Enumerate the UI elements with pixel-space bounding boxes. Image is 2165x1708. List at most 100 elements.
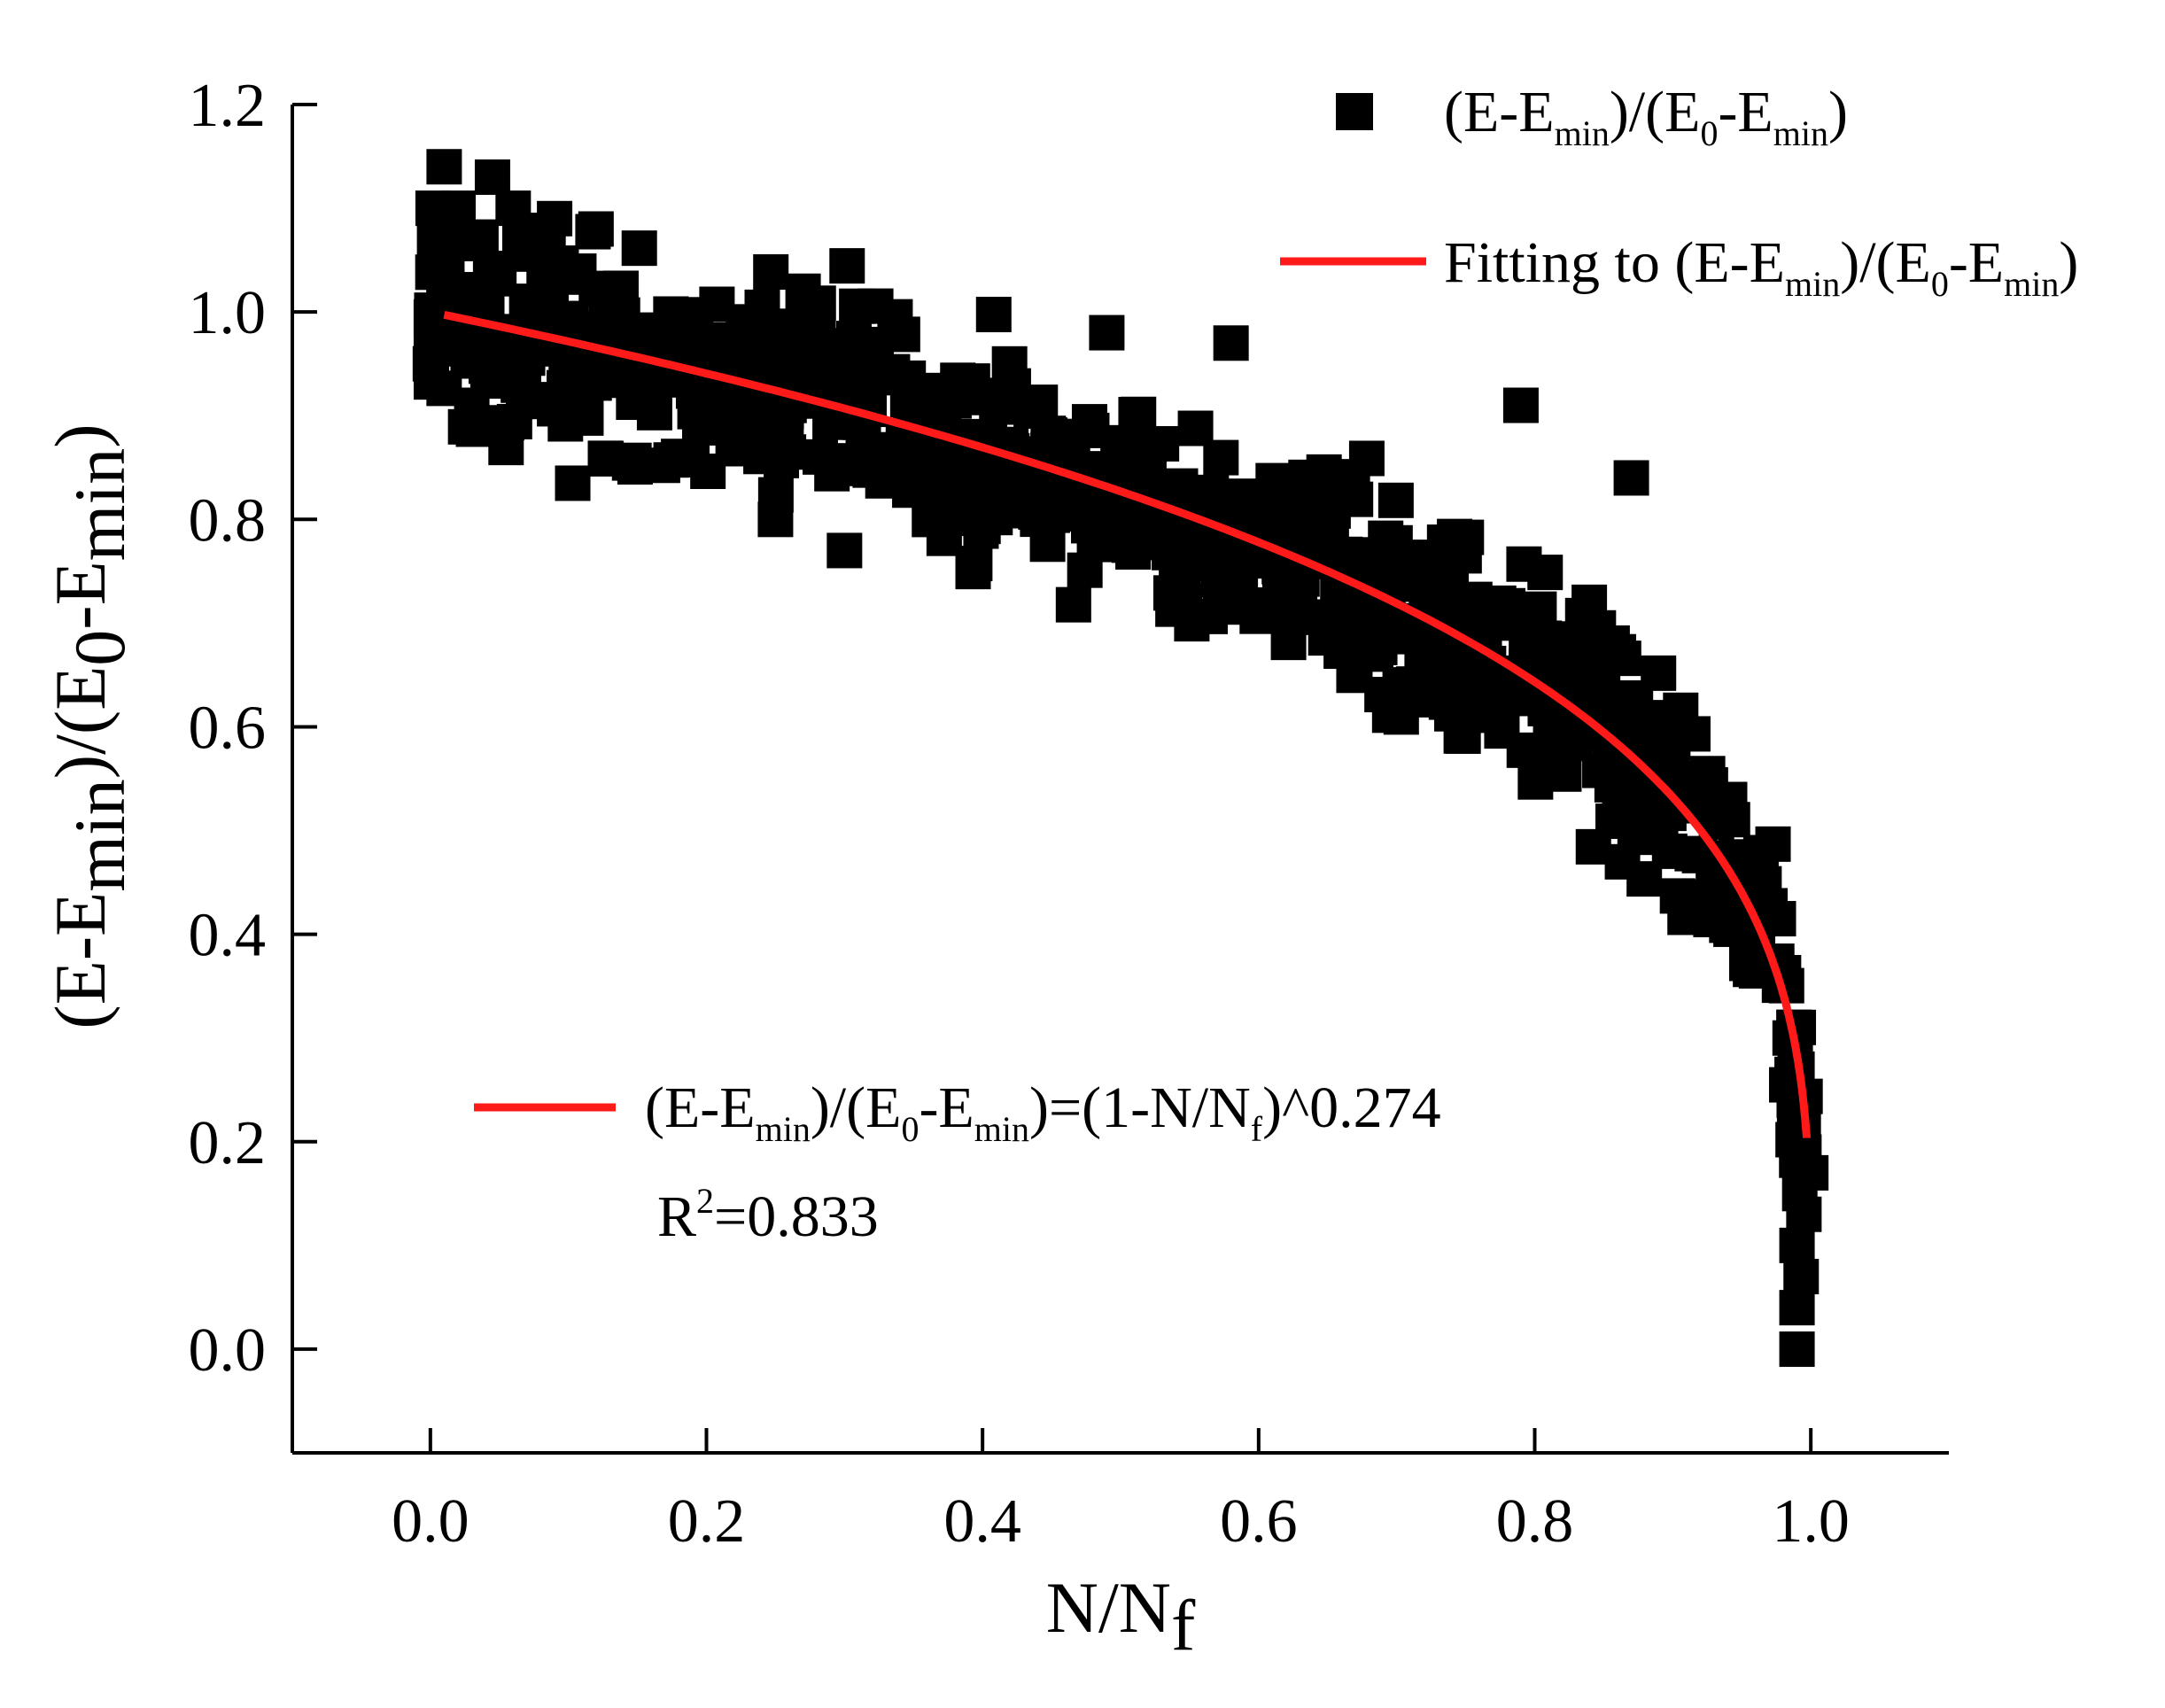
scatter-point — [1018, 494, 1054, 531]
scatter-point — [426, 238, 462, 275]
scatter-point — [1539, 621, 1575, 657]
scatter-point — [955, 554, 991, 590]
scatter-point — [1100, 436, 1137, 472]
scatter-point — [1755, 826, 1791, 862]
scatter-point — [1668, 761, 1704, 796]
scatter-point — [975, 297, 1012, 333]
scatter-point — [1383, 699, 1419, 735]
scatter-point — [728, 394, 764, 431]
scatter-point — [1602, 783, 1638, 819]
scatter-point — [1368, 551, 1404, 587]
x-ticks: 0.0 0.2 0.4 0.6 0.8 1.0 — [392, 1428, 1850, 1556]
y-tick-label: 0.0 — [189, 1316, 267, 1385]
scatter-point — [1159, 545, 1195, 581]
scatter-point — [1312, 499, 1348, 535]
scatter-point — [520, 382, 556, 418]
scatter-point — [412, 345, 448, 382]
scatter-point — [1290, 599, 1326, 635]
scatter-point — [474, 159, 510, 195]
scatter-point — [1443, 718, 1479, 754]
scatter-point — [1641, 655, 1677, 691]
scatter-point — [702, 322, 739, 358]
scatter-point — [611, 445, 648, 481]
scatter-point — [479, 354, 516, 391]
scatter-point — [1089, 314, 1125, 351]
fit-curve-line — [443, 310, 1811, 1142]
scatter-point — [1327, 536, 1363, 572]
y-tick-label: 0.6 — [189, 694, 267, 762]
scatter-point — [1203, 439, 1239, 476]
scatter-point — [1419, 549, 1455, 586]
scatter-point — [696, 385, 733, 422]
scatter-point — [753, 254, 789, 291]
scatter-point — [865, 462, 901, 499]
scatter-point — [518, 231, 555, 268]
scatter-series — [412, 149, 1829, 1367]
scatter-point — [537, 200, 573, 237]
y-axis-title: (E-Emin)/(E0-Emin) — [40, 423, 140, 1029]
scatter-point — [1779, 1331, 1815, 1367]
scatter-point — [1256, 467, 1292, 503]
scatter-point — [636, 394, 672, 431]
x-axis-title: N/Nf — [1046, 1567, 1196, 1665]
scatter-point — [1667, 899, 1703, 936]
scatter-point — [1506, 546, 1542, 582]
scatter-point — [1071, 404, 1107, 440]
scatter-point — [1564, 667, 1600, 703]
scatter-point — [826, 532, 863, 569]
scatter-point — [1674, 835, 1711, 872]
scatter-point — [802, 439, 838, 475]
scatter-point — [1067, 552, 1103, 588]
scatter-point — [1071, 508, 1107, 544]
scatter-point — [1334, 459, 1370, 495]
scatter-point — [1200, 562, 1237, 598]
scatter-point — [757, 501, 794, 538]
scatter-point — [1594, 625, 1630, 661]
legend-marker-square — [1336, 93, 1373, 130]
scatter-point — [1779, 1227, 1815, 1263]
scatter-point — [1484, 713, 1520, 749]
y-tick-label: 0.8 — [189, 486, 267, 555]
scatter-point — [426, 149, 462, 185]
scatter-point — [1337, 645, 1373, 681]
x-tick-label: 1.0 — [1772, 1487, 1850, 1556]
scatter-point — [1404, 643, 1440, 679]
scatter-point — [588, 352, 625, 388]
scatter-point — [1613, 460, 1649, 496]
scatter-point — [918, 460, 954, 496]
y-ticks: 0.0 0.2 0.4 0.6 0.8 1.0 1.2 — [189, 72, 317, 1385]
scatter-point — [1494, 680, 1531, 717]
scatter-point — [599, 294, 635, 330]
y-tick-label: 1.2 — [189, 72, 267, 140]
y-tick-label: 0.4 — [189, 902, 267, 970]
x-tick-label: 0.2 — [668, 1487, 746, 1556]
scatter-point — [991, 345, 1028, 382]
scatter-point — [829, 248, 865, 284]
legend: (E-Emin)/(E0-Emin) Fitting to (E-Emin)/(… — [1280, 80, 2078, 304]
scatter-point — [1575, 828, 1611, 865]
scatter-point — [1502, 387, 1539, 423]
scatter-point — [699, 286, 735, 322]
scatter-point — [440, 190, 476, 227]
x-tick-label: 0.6 — [1220, 1487, 1298, 1556]
x-tick-label: 0.0 — [392, 1487, 469, 1556]
scatter-point — [665, 320, 702, 356]
scatter-point — [1055, 586, 1091, 623]
scatter-point — [1746, 866, 1782, 902]
fit-series — [443, 310, 1811, 1142]
scatter-point — [884, 316, 920, 353]
scatter-point — [940, 362, 976, 399]
scatter-point — [1131, 427, 1168, 463]
y-tick-label: 0.2 — [189, 1109, 267, 1177]
scatter-point — [1106, 503, 1143, 540]
annotation-r-squared: R2=0.833 — [657, 1181, 879, 1249]
scatter-point — [741, 329, 778, 365]
scatter-point — [1783, 1258, 1820, 1294]
scatter-point — [1152, 575, 1189, 611]
legend-label-data: (E-Emin)/(E0-Emin) — [1444, 80, 1848, 153]
scatter-point — [1213, 325, 1249, 361]
scatter-point — [488, 405, 524, 441]
fit-equation-annotation: (E-Emin)/(E0-Emin)=(1-N/Nf)^0.274 R2=0.8… — [474, 1075, 1441, 1249]
scatter-point — [1115, 533, 1152, 570]
